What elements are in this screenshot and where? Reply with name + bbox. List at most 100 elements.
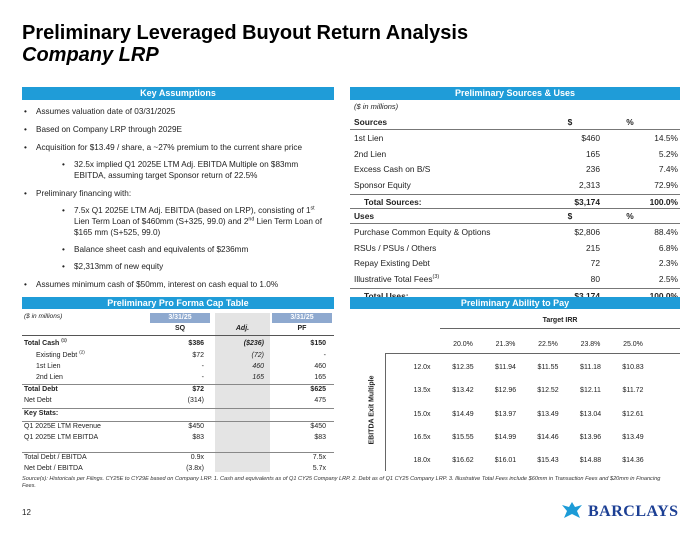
text-run: Illustrative Total Fees bbox=[354, 273, 433, 284]
section-header: Preliminary Ability to Pay bbox=[350, 297, 680, 309]
superscript: st bbox=[310, 205, 315, 212]
cell: $12.52 bbox=[537, 387, 559, 395]
sub-bullet: $2,313mm of new equity bbox=[36, 261, 327, 272]
text-run: Lien Term Loan of $165 mm (S+525, 99.0) bbox=[74, 217, 323, 237]
percent: 100.0% bbox=[649, 291, 678, 301]
percent: 7.4% bbox=[658, 164, 678, 174]
column-header: 21.3% bbox=[495, 341, 516, 348]
assumptions: Assumes valuation date of 03/31/2025 Base… bbox=[22, 106, 327, 297]
bullet-text: Acquisition for $13.49 / share, a ~27% p… bbox=[36, 143, 303, 152]
cell: $13.42 bbox=[452, 387, 474, 395]
cell: $13.49 bbox=[537, 410, 559, 418]
cell: $83 bbox=[192, 434, 204, 441]
percent: 14.5% bbox=[654, 133, 678, 143]
units-note: ($ in millions) bbox=[354, 102, 399, 111]
footnote: Source(s): Historicals per Filings. CY25… bbox=[22, 476, 661, 489]
cell: $11.55 bbox=[537, 364, 559, 371]
logo-eagle bbox=[562, 502, 582, 518]
rule bbox=[350, 208, 680, 209]
column-header: $ bbox=[567, 117, 573, 127]
column-header: Adj. bbox=[235, 325, 250, 332]
row-header: 18.0x bbox=[413, 457, 431, 465]
column-title: Target IRR bbox=[542, 317, 578, 324]
amount: 80 bbox=[590, 273, 600, 284]
row-label: 1st Lien bbox=[354, 133, 384, 143]
row-label: Illustrative Total Fees(3) bbox=[354, 274, 439, 284]
column-date: 3/31/25 bbox=[150, 313, 210, 323]
column-header: Uses bbox=[354, 211, 375, 221]
row-label: RSUs / PSUs / Others bbox=[354, 242, 437, 253]
cell: $14.88 bbox=[579, 457, 602, 465]
text-run: Lien Term Loan of $460mm (S+325, 99.0) a… bbox=[74, 217, 249, 226]
text-run: 7.5x Q1 2025E LTM Adj. EBITDA (based on … bbox=[74, 206, 311, 215]
cell: $14.46 bbox=[537, 433, 559, 441]
cell: $386 bbox=[188, 340, 204, 347]
bullet: Based on Company LRP through 2029E bbox=[22, 124, 327, 135]
cell: $13.49 bbox=[622, 433, 644, 441]
rule bbox=[385, 353, 680, 354]
row-header: 13.5x bbox=[413, 387, 431, 395]
rule bbox=[350, 288, 680, 289]
cell: $13.96 bbox=[579, 433, 602, 441]
amount: 236 bbox=[586, 164, 600, 174]
row-label: 2nd Lien bbox=[36, 374, 63, 381]
row-label: Net Debt / EBITDA bbox=[24, 465, 83, 472]
percent: 2.5% bbox=[658, 273, 678, 284]
bullet-list: Assumes valuation date of 03/31/2025 Base… bbox=[22, 106, 327, 290]
row-label: Q1 2025E LTM EBITDA bbox=[24, 434, 99, 441]
cell: - bbox=[323, 352, 326, 359]
superscript: (2) bbox=[79, 349, 85, 355]
cell: 165 bbox=[252, 374, 264, 381]
section-header: Preliminary Sources & Uses bbox=[350, 87, 680, 100]
cell: 460 bbox=[314, 363, 326, 370]
column-header: 20.0% bbox=[453, 341, 473, 348]
rule bbox=[22, 384, 334, 385]
column-header: % bbox=[626, 211, 634, 221]
bullet: Acquisition for $13.49 / share, a ~27% p… bbox=[22, 142, 327, 181]
percent: 72.9% bbox=[654, 179, 678, 190]
percent: 100.0% bbox=[649, 197, 678, 207]
cell: $11.18 bbox=[580, 364, 601, 371]
row-label: Total Sources: bbox=[364, 197, 422, 207]
units-note: ($ in millions) bbox=[24, 313, 63, 320]
row-label: Sponsor Equity bbox=[354, 179, 411, 190]
cell: $11.94 bbox=[495, 364, 516, 371]
bullet: Assumes valuation date of 03/31/2025 bbox=[22, 106, 327, 117]
amount: $3,174 bbox=[574, 197, 600, 207]
cell: $14.99 bbox=[494, 433, 517, 441]
cell: $450 bbox=[188, 423, 204, 430]
row-title: EBITDA Exit Multiple bbox=[368, 375, 376, 445]
cell: $12.61 bbox=[622, 410, 644, 418]
bullet-text: Preliminary financing with: bbox=[36, 189, 132, 198]
column-date: 3/31/25 bbox=[272, 313, 332, 323]
cell: $14.49 bbox=[452, 410, 474, 418]
column-header: 25.0% bbox=[623, 341, 643, 348]
row-header: 16.5x bbox=[413, 433, 431, 441]
rule bbox=[22, 452, 334, 453]
row-label: Existing Debt (2) bbox=[36, 349, 85, 359]
rule bbox=[22, 421, 334, 422]
row-label: Total Debt / EBITDA bbox=[24, 454, 87, 461]
bullet-text: Based on Company LRP through 2029E bbox=[36, 125, 182, 134]
row-label: Purchase Common Equity & Options bbox=[354, 227, 491, 237]
amount: 2,313 bbox=[579, 179, 600, 190]
cell: $14.36 bbox=[622, 457, 644, 465]
bullet-text: Assumes minimum cash of $50mm, interest … bbox=[36, 280, 279, 289]
cell: $150 bbox=[310, 340, 326, 347]
column-header: % bbox=[626, 117, 634, 127]
cell: $10.83 bbox=[622, 364, 644, 371]
column-header: $ bbox=[567, 211, 573, 221]
cell: 0.9x bbox=[190, 454, 204, 461]
column-header: 23.8% bbox=[580, 341, 601, 348]
rule bbox=[350, 223, 680, 224]
superscript: (3) bbox=[432, 273, 440, 280]
sub-bullet: 32.5x implied Q1 2025E LTM Adj. EBITDA M… bbox=[36, 159, 327, 181]
page-number: 12 bbox=[22, 508, 31, 517]
cell: $16.01 bbox=[494, 457, 517, 465]
cell: $16.62 bbox=[452, 457, 474, 465]
cell: $12.11 bbox=[580, 387, 601, 395]
cell: ($236) bbox=[243, 340, 264, 347]
cell: 475 bbox=[314, 397, 326, 404]
percent: 2.3% bbox=[658, 258, 678, 268]
